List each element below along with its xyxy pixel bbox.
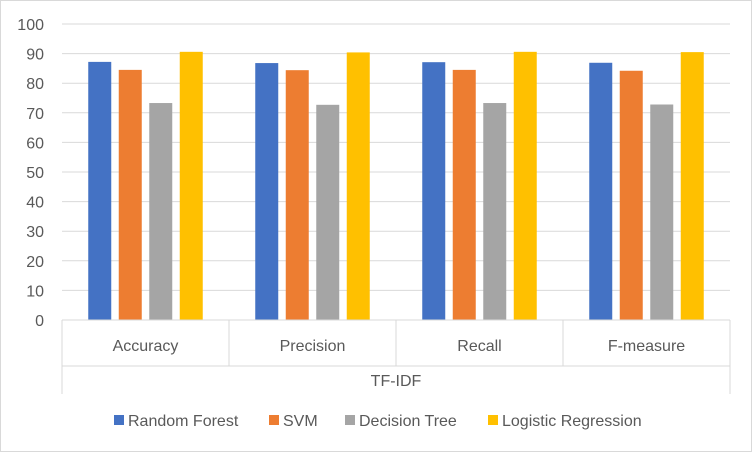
y-tick-label: 60 [26,135,44,152]
bar [179,51,203,320]
bar [452,69,476,320]
y-tick-label: 100 [17,17,44,34]
bar [422,62,446,321]
legend-swatch [114,415,124,425]
bar [483,103,507,320]
legend-swatch [488,415,498,425]
legend-label: SVM [283,413,318,430]
y-tick-label: 40 [26,195,44,212]
x-axis-category-labels: Accuracy Precision Recall F-measure [113,338,686,355]
x-category-label: Recall [457,338,501,355]
bar [513,51,537,320]
bar [680,52,704,321]
y-tick-label: 90 [26,47,44,64]
x-category-label: F-measure [608,338,685,355]
bars [88,51,704,321]
y-axis-tick-labels: 0 10 20 30 40 50 60 70 80 90 100 [17,17,44,330]
x-category-label: Accuracy [113,338,179,355]
y-tick-label: 50 [26,165,44,182]
y-tick-label: 10 [26,283,44,300]
bar [88,61,112,320]
y-tick-label: 30 [26,224,44,241]
legend-swatch [345,415,355,425]
bar [346,52,370,320]
legend-label: Logistic Regression [502,413,642,430]
bar [285,70,309,321]
y-tick-label: 0 [35,313,44,330]
y-tick-label: 70 [26,106,44,123]
group-label: TF-IDF [371,373,422,390]
bar [619,70,643,320]
bar [149,103,173,320]
bar [316,104,340,320]
bar [118,69,142,320]
axes [61,319,731,394]
gridlines [62,23,730,291]
bar [589,62,613,320]
y-tick-label: 80 [26,76,44,93]
bar [255,63,279,321]
legend-label: Random Forest [128,413,239,430]
legend: Random Forest SVM Decision Tree Logistic Re… [114,413,642,430]
legend-label: Decision Tree [359,413,457,430]
x-category-label: Precision [280,338,346,355]
legend-swatch [269,415,279,425]
y-tick-label: 20 [26,254,44,271]
bar [650,104,674,321]
